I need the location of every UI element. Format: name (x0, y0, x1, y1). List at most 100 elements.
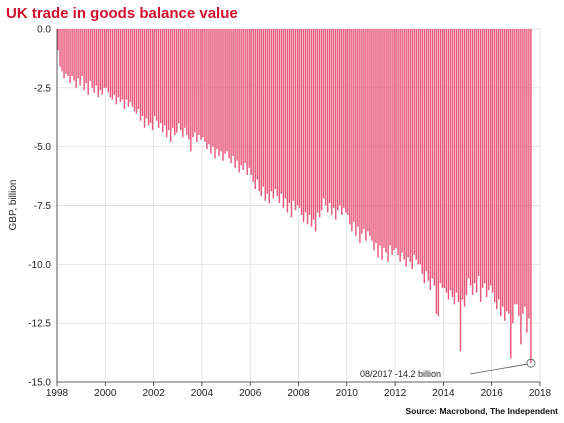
bar (322, 29, 325, 199)
bar (250, 29, 252, 175)
bars (57, 29, 532, 364)
bar (314, 29, 317, 232)
bar (131, 29, 134, 107)
bar (465, 29, 468, 295)
bar (141, 29, 144, 117)
chart-title: UK trade in goods balance value (6, 5, 238, 22)
bar (224, 29, 226, 154)
bar (61, 29, 63, 72)
bar (192, 29, 194, 138)
bar (306, 29, 309, 225)
bar (77, 29, 79, 79)
bar (266, 29, 269, 194)
bar (347, 29, 349, 215)
bar (413, 29, 415, 255)
bar (115, 29, 118, 105)
annotation-label: 08/2017 -14.2 billion (360, 369, 441, 379)
bar (214, 29, 216, 159)
x-tick-label: 1998 (46, 388, 69, 399)
gridlines (56, 28, 541, 383)
bar (337, 29, 339, 211)
bar (137, 29, 140, 110)
bar (312, 29, 315, 220)
x-tick-label: 2018 (529, 388, 552, 399)
bar (226, 29, 228, 152)
bar (518, 29, 520, 317)
bar (264, 29, 267, 201)
annotation-leader-line (469, 363, 528, 375)
bar (85, 29, 87, 84)
bar (514, 29, 516, 305)
bar (365, 29, 367, 241)
bar (184, 29, 186, 128)
annotation-marker (526, 358, 536, 368)
bar (419, 29, 421, 265)
bar (387, 29, 389, 262)
bar (236, 29, 238, 161)
bar (411, 29, 413, 270)
bar (475, 29, 478, 293)
bar (401, 29, 403, 253)
bar (196, 29, 198, 142)
x-tick-label: 2016 (481, 388, 504, 399)
bar (421, 29, 423, 274)
y-axis-label: GBP, billion (8, 180, 19, 231)
bar (121, 29, 124, 100)
bar (63, 29, 65, 79)
bar (431, 29, 434, 279)
bar (282, 29, 285, 208)
bar (455, 29, 458, 293)
bar (238, 29, 240, 173)
bar (186, 29, 188, 135)
bar (109, 29, 112, 98)
bar (457, 29, 460, 302)
bar (210, 29, 212, 154)
bar (473, 29, 476, 284)
bar (165, 29, 168, 138)
bar (463, 29, 466, 307)
bar (204, 29, 206, 142)
bar (200, 29, 202, 140)
x-tick-label: 2004 (191, 388, 214, 399)
bar (125, 29, 128, 100)
bar (83, 29, 85, 91)
bar (526, 29, 528, 333)
bar (190, 29, 192, 152)
bar (220, 29, 222, 152)
bar (371, 29, 373, 241)
bar (417, 29, 419, 265)
bar (491, 29, 494, 293)
bar (91, 29, 93, 88)
bar (143, 29, 146, 128)
bar (397, 29, 399, 255)
bar (234, 29, 236, 168)
bar (65, 29, 67, 74)
bar (228, 29, 230, 159)
bar (258, 29, 260, 192)
bar (59, 29, 61, 67)
bar (135, 29, 138, 114)
bar (262, 29, 265, 187)
bar (516, 29, 518, 305)
bar (79, 29, 81, 86)
bar (308, 29, 311, 215)
bar (119, 29, 122, 102)
bar (145, 29, 148, 119)
bar (296, 29, 299, 206)
x-tick-label: 2014 (432, 388, 455, 399)
bar (246, 29, 248, 175)
bar (461, 29, 464, 300)
bar (127, 29, 130, 107)
y-tick-label: 0.0 (37, 25, 51, 36)
bar (163, 29, 166, 126)
bar (316, 29, 319, 213)
bar (97, 29, 99, 98)
bar (425, 29, 428, 272)
bar (167, 29, 170, 131)
bar (278, 29, 281, 204)
bar (298, 29, 301, 208)
bar (349, 29, 351, 225)
bar (522, 29, 524, 314)
x-tick-label: 2002 (142, 388, 165, 399)
bar (318, 29, 321, 218)
